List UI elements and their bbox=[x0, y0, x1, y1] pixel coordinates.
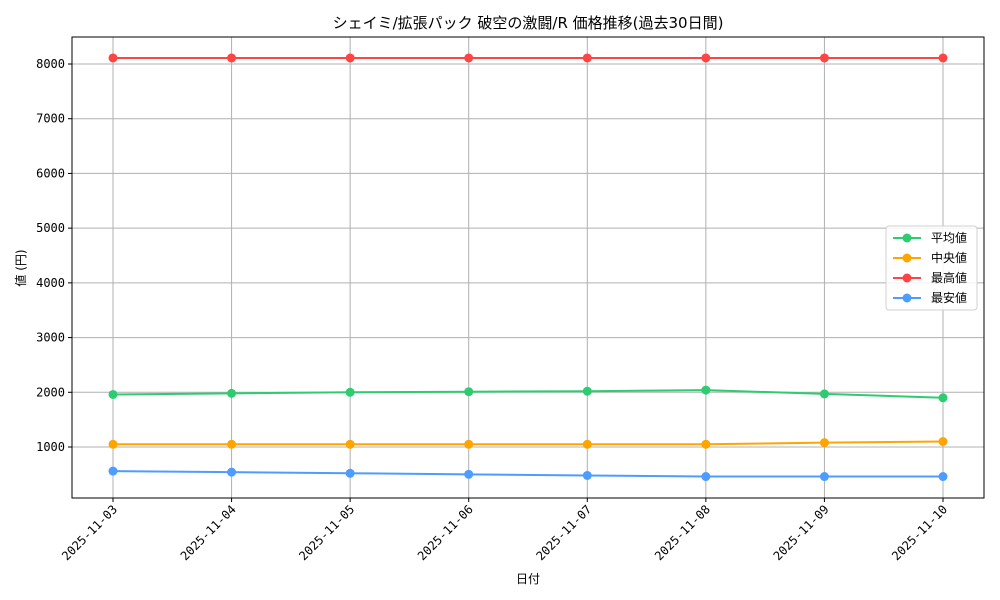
data-point bbox=[819, 389, 829, 399]
data-point bbox=[938, 53, 948, 63]
data-point bbox=[345, 439, 355, 449]
legend-label: 平均値 bbox=[931, 230, 967, 245]
data-point bbox=[227, 439, 237, 449]
x-axis-ticks: 2025-11-03 2025-11-04 2025-11-05 2025-11-06… bbox=[59, 498, 950, 563]
data-point bbox=[108, 466, 118, 476]
data-point bbox=[819, 53, 829, 63]
x-tick-label: 2025-11-07 bbox=[533, 502, 594, 563]
data-point bbox=[819, 472, 829, 482]
data-point bbox=[464, 439, 474, 449]
y-tick-label: 3000 bbox=[36, 331, 65, 345]
data-point bbox=[938, 393, 948, 403]
y-axis-ticks: 1000 2000 3000 4000 5000 6000 7000 8000 bbox=[36, 57, 72, 454]
data-point bbox=[464, 387, 474, 397]
y-tick-label: 1000 bbox=[36, 440, 65, 454]
data-point bbox=[701, 439, 711, 449]
data-point bbox=[582, 53, 592, 63]
legend-label: 最安値 bbox=[931, 290, 967, 305]
data-point bbox=[108, 53, 118, 63]
data-point bbox=[938, 472, 948, 482]
series-lines bbox=[108, 53, 948, 482]
data-point bbox=[582, 439, 592, 449]
y-tick-label: 7000 bbox=[36, 112, 65, 126]
y-axis-label: 値 (円) bbox=[13, 249, 28, 286]
data-point bbox=[464, 53, 474, 63]
series-line bbox=[112, 389, 944, 399]
data-point bbox=[108, 389, 118, 399]
x-tick-label: 2025-11-09 bbox=[771, 502, 832, 563]
legend-label: 最高値 bbox=[931, 270, 967, 285]
data-point bbox=[345, 53, 355, 63]
data-point bbox=[464, 469, 474, 479]
x-tick-label: 2025-11-08 bbox=[652, 502, 713, 563]
series-line bbox=[113, 440, 944, 446]
grid-lines bbox=[72, 37, 984, 498]
data-point bbox=[701, 53, 711, 63]
data-point bbox=[227, 388, 237, 398]
data-point bbox=[582, 470, 592, 480]
x-tick-label: 2025-11-05 bbox=[296, 502, 357, 563]
data-point bbox=[819, 438, 829, 448]
data-point bbox=[701, 385, 711, 395]
series-line bbox=[112, 470, 943, 478]
y-tick-label: 6000 bbox=[36, 166, 65, 180]
x-tick-label: 2025-11-04 bbox=[178, 502, 239, 563]
data-point bbox=[227, 53, 237, 63]
data-point bbox=[582, 386, 592, 396]
x-tick-label: 2025-11-10 bbox=[889, 502, 950, 563]
y-tick-label: 8000 bbox=[36, 57, 65, 71]
data-point bbox=[345, 468, 355, 478]
y-tick-label: 5000 bbox=[36, 221, 65, 235]
legend-label: 中央値 bbox=[931, 250, 967, 265]
y-tick-label: 4000 bbox=[36, 276, 65, 290]
x-axis-label: 日付 bbox=[516, 572, 540, 586]
data-point bbox=[227, 467, 237, 477]
chart-title: シェイミ/拡張パック 破空の激闘/R 価格推移(過去30日間) bbox=[333, 14, 724, 32]
data-point bbox=[108, 439, 118, 449]
y-tick-label: 2000 bbox=[36, 385, 65, 399]
x-tick-label: 2025-11-06 bbox=[415, 502, 476, 563]
data-point bbox=[701, 472, 711, 482]
x-tick-label: 2025-11-03 bbox=[59, 502, 120, 563]
plot-area-frame bbox=[71, 36, 985, 499]
data-point bbox=[938, 437, 948, 447]
data-point bbox=[345, 387, 355, 397]
